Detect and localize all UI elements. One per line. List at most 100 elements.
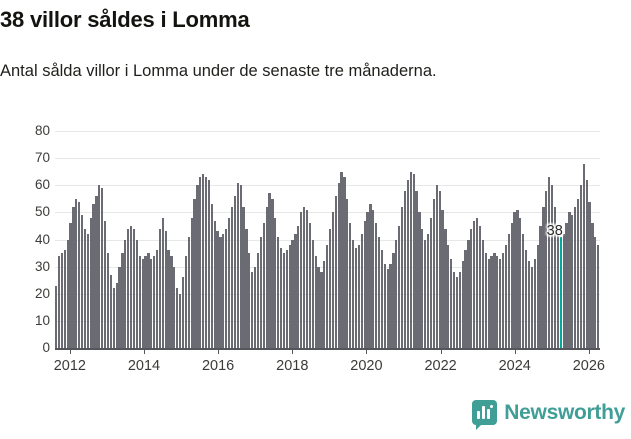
bar[interactable]	[204, 177, 208, 348]
bar[interactable]	[582, 163, 585, 348]
bar[interactable]	[369, 204, 372, 348]
bar[interactable]	[138, 255, 141, 348]
bar-series[interactable]	[55, 131, 600, 348]
bar[interactable]	[207, 179, 211, 348]
bar[interactable]	[317, 266, 320, 348]
bar[interactable]	[127, 228, 130, 348]
bar[interactable]	[403, 190, 407, 348]
bar[interactable]	[424, 239, 427, 348]
bar[interactable]	[533, 258, 536, 348]
bar[interactable]	[556, 225, 559, 348]
bar[interactable]	[588, 201, 591, 348]
bar[interactable]	[225, 228, 228, 348]
bar[interactable]	[282, 253, 286, 348]
bar[interactable]	[536, 244, 539, 348]
bar[interactable]	[493, 253, 496, 348]
bar[interactable]	[395, 239, 398, 348]
bar[interactable]	[72, 206, 75, 348]
bar[interactable]	[576, 198, 580, 348]
bar[interactable]	[591, 223, 594, 348]
bar[interactable]	[499, 258, 502, 348]
bar[interactable]	[510, 223, 513, 348]
bar[interactable]	[173, 266, 176, 348]
bar[interactable]	[245, 228, 248, 348]
bar[interactable]	[271, 198, 274, 348]
bar[interactable]	[291, 239, 294, 348]
bar[interactable]	[452, 272, 456, 348]
bar[interactable]	[167, 250, 170, 348]
bar[interactable]	[274, 217, 277, 348]
bar[interactable]	[147, 253, 150, 348]
bar[interactable]	[539, 225, 542, 348]
bar[interactable]	[69, 223, 72, 348]
bar[interactable]	[305, 209, 309, 348]
bar[interactable]	[585, 179, 588, 348]
bar[interactable]	[239, 185, 242, 348]
bar[interactable]	[78, 201, 81, 348]
bar[interactable]	[352, 239, 355, 348]
bar[interactable]	[464, 250, 467, 348]
bar[interactable]	[360, 234, 363, 348]
bar[interactable]	[331, 212, 335, 348]
bar[interactable]	[476, 217, 479, 348]
bar[interactable]	[170, 255, 173, 348]
bar[interactable]	[277, 236, 280, 348]
bar[interactable]	[574, 206, 577, 348]
bar[interactable]	[248, 253, 251, 348]
bar[interactable]	[357, 244, 360, 348]
bar[interactable]	[150, 258, 153, 348]
bar[interactable]	[153, 255, 156, 348]
bar[interactable]	[334, 196, 337, 348]
bar[interactable]	[285, 250, 288, 348]
bar[interactable]	[501, 253, 505, 348]
bar[interactable]	[461, 261, 464, 348]
bar[interactable]	[300, 212, 303, 348]
bar[interactable]	[496, 255, 499, 348]
bar[interactable]	[455, 277, 459, 348]
bar[interactable]	[323, 261, 326, 348]
bar[interactable]	[458, 272, 461, 348]
bar[interactable]	[256, 253, 260, 348]
bar[interactable]	[92, 204, 95, 348]
bar[interactable]	[415, 190, 418, 348]
bar[interactable]	[57, 255, 61, 348]
bar[interactable]	[161, 217, 164, 348]
bar[interactable]	[268, 193, 271, 348]
bar[interactable]	[435, 185, 438, 348]
bar[interactable]	[406, 179, 410, 348]
bar[interactable]	[265, 206, 268, 348]
bar[interactable]	[60, 253, 63, 348]
bar[interactable]	[89, 217, 92, 348]
bar[interactable]	[308, 223, 311, 348]
bar[interactable]	[571, 215, 574, 348]
bar[interactable]	[579, 185, 583, 348]
bar[interactable]	[106, 253, 110, 348]
bar[interactable]	[228, 217, 231, 348]
bar[interactable]	[219, 236, 222, 348]
bar[interactable]	[545, 190, 548, 348]
bar[interactable]	[297, 225, 300, 348]
bar[interactable]	[121, 253, 124, 348]
bar[interactable]	[155, 250, 159, 348]
bar[interactable]	[210, 204, 213, 348]
bar[interactable]	[507, 234, 510, 348]
bar[interactable]	[80, 215, 84, 348]
bar[interactable]	[527, 261, 531, 348]
bar[interactable]	[516, 209, 519, 348]
bar[interactable]	[112, 288, 115, 348]
bar[interactable]	[311, 239, 314, 348]
bar[interactable]	[83, 228, 87, 348]
bar[interactable]	[513, 212, 516, 348]
bar[interactable]	[242, 206, 245, 348]
bar[interactable]	[519, 217, 522, 348]
bar[interactable]	[542, 206, 545, 348]
bar[interactable]	[320, 272, 323, 348]
bar[interactable]	[144, 255, 147, 348]
bar[interactable]	[525, 250, 528, 348]
bar[interactable]	[412, 174, 415, 348]
bar[interactable]	[530, 266, 534, 348]
bar[interactable]	[487, 258, 490, 348]
bar[interactable]	[251, 272, 254, 348]
bar[interactable]	[372, 209, 375, 348]
bar[interactable]	[187, 236, 190, 348]
